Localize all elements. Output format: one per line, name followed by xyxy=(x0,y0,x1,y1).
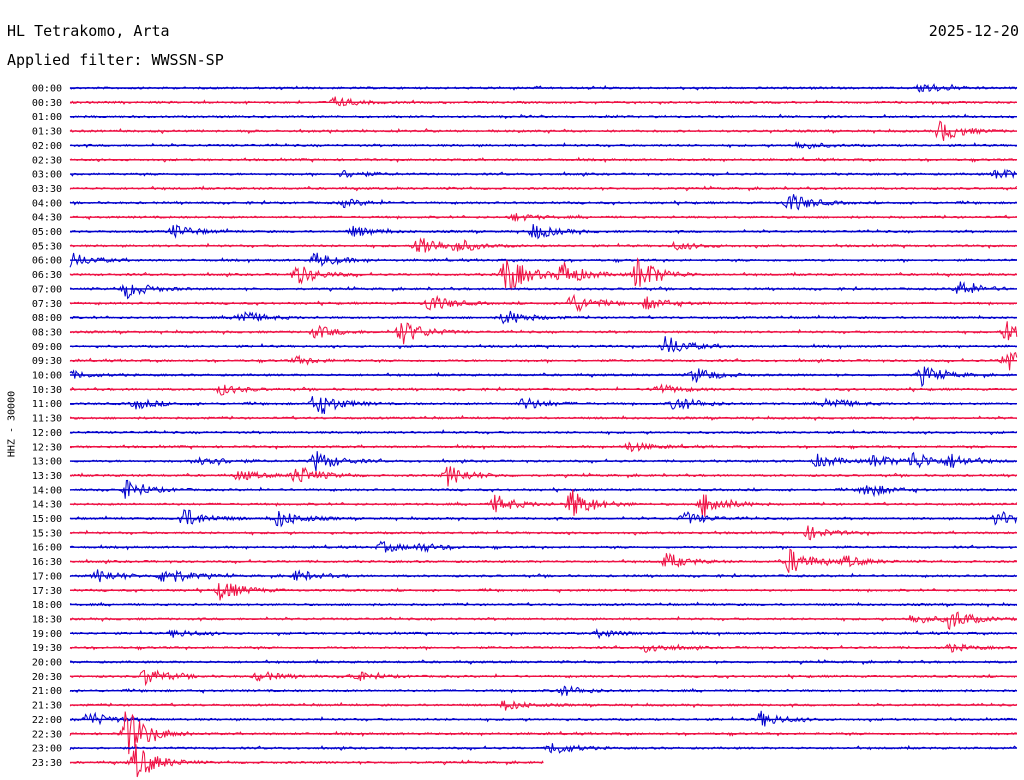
seismogram-trace xyxy=(69,611,1017,631)
seismogram-trace xyxy=(69,281,1017,300)
row-time-label: 16:00 xyxy=(32,543,62,554)
row-time-label: 16:30 xyxy=(32,557,62,568)
row-time-label: 08:00 xyxy=(32,313,62,324)
row-time-label: 20:00 xyxy=(32,658,62,669)
row-time-label: 21:00 xyxy=(32,686,62,697)
row-time-label: 19:30 xyxy=(32,643,62,654)
station-title: HL Tetrakomo, Arta xyxy=(7,22,170,40)
row-time-label: 04:00 xyxy=(32,198,62,209)
row-time-label: 09:30 xyxy=(32,356,62,367)
row-time-label: 09:00 xyxy=(32,342,62,353)
row-time-label: 06:00 xyxy=(32,256,62,267)
row-time-label: 05:00 xyxy=(32,227,62,238)
row-time-label: 22:00 xyxy=(32,715,62,726)
row-time-label: 04:30 xyxy=(32,213,62,224)
row-time-label: 18:30 xyxy=(32,614,62,625)
row-time-label: 12:00 xyxy=(32,428,62,439)
row-time-label: 06:30 xyxy=(32,270,62,281)
row-time-label: 14:30 xyxy=(32,500,62,511)
seismogram-trace xyxy=(69,669,1018,687)
seismogram-trace xyxy=(69,583,1017,601)
row-time-label: 02:30 xyxy=(32,155,62,166)
row-time-label: 10:00 xyxy=(32,371,62,382)
row-time-label: 17:00 xyxy=(32,571,62,582)
row-time-label: 13:00 xyxy=(32,457,62,468)
row-time-label: 07:00 xyxy=(32,284,62,295)
row-time-label: 05:30 xyxy=(32,241,62,252)
row-time-label: 22:30 xyxy=(32,729,62,740)
date-label: 2025-12-20 xyxy=(928,22,1019,40)
row-time-label: 01:30 xyxy=(32,127,62,138)
row-time-label: 08:30 xyxy=(32,327,62,338)
row-time-label: 10:30 xyxy=(32,385,62,396)
row-time-label: 03:30 xyxy=(32,184,62,195)
row-time-label: 11:30 xyxy=(32,414,62,425)
row-time-label: 03:00 xyxy=(32,170,62,181)
row-time-label: 00:00 xyxy=(32,84,62,95)
seismogram-trace xyxy=(69,96,1018,107)
seismogram-trace xyxy=(69,194,1017,211)
row-time-label: 18:00 xyxy=(32,600,62,611)
seismogram-trace xyxy=(69,336,1017,353)
row-time-label: 20:30 xyxy=(32,672,62,683)
row-time-label: 17:30 xyxy=(32,586,62,597)
row-time-label: 02:00 xyxy=(32,141,62,152)
row-time-label: 00:30 xyxy=(32,98,62,109)
row-time-label: 14:00 xyxy=(32,485,62,496)
row-time-label: 12:30 xyxy=(32,442,62,453)
row-time-label: 13:30 xyxy=(32,471,62,482)
seismogram-trace xyxy=(69,321,1018,345)
row-time-label: 15:00 xyxy=(32,514,62,525)
seismogram-trace xyxy=(69,224,1018,240)
seismogram-trace xyxy=(69,710,1017,727)
row-time-label: 23:30 xyxy=(32,758,62,769)
row-time-label: 01:00 xyxy=(32,112,62,123)
row-time-label: 15:30 xyxy=(32,528,62,539)
seismogram-trace xyxy=(69,351,1018,371)
row-time-label: 21:30 xyxy=(32,701,62,712)
row-time-label: 23:00 xyxy=(32,744,62,755)
seismogram-trace xyxy=(69,466,1018,487)
filter-label: Applied filter: WWSSN-SP xyxy=(7,51,224,69)
seismogram-trace xyxy=(69,396,1018,415)
row-time-label: 19:00 xyxy=(32,629,62,640)
row-time-label: 11:00 xyxy=(32,399,62,410)
row-time-label: 07:30 xyxy=(32,299,62,310)
seismogram-trace xyxy=(69,366,1018,388)
seismogram-trace xyxy=(69,643,1018,653)
